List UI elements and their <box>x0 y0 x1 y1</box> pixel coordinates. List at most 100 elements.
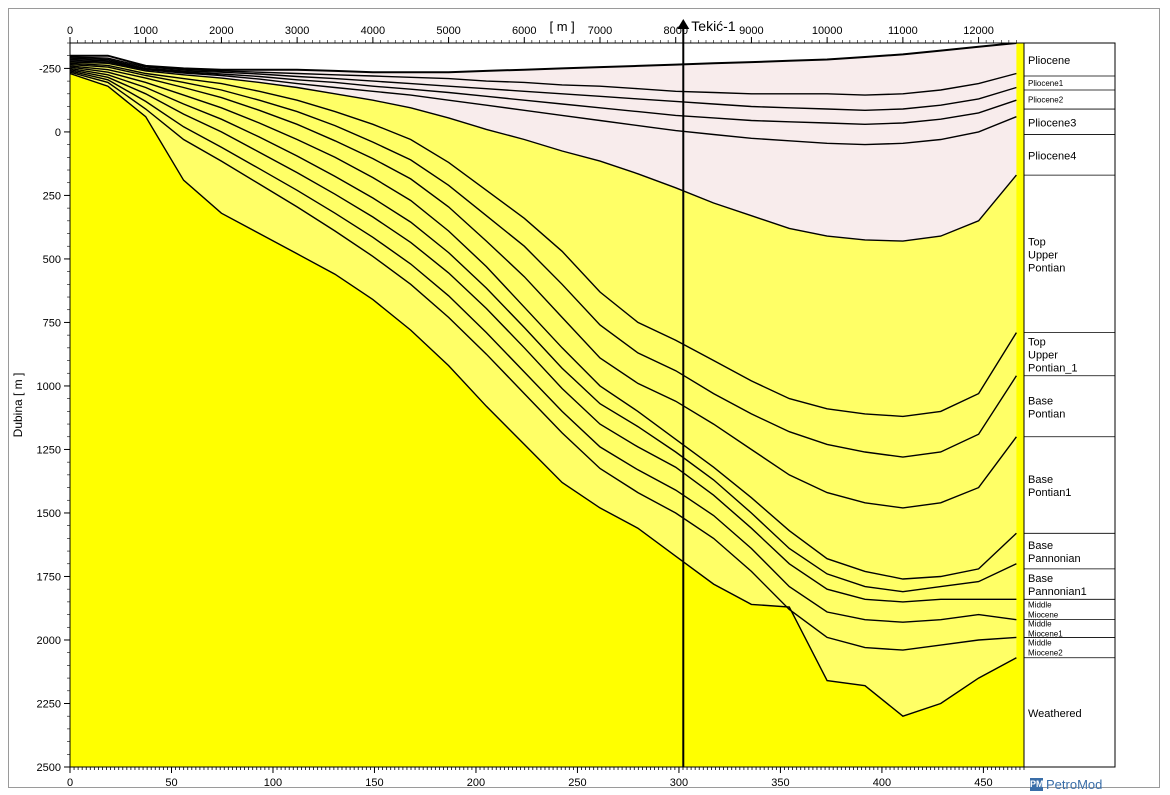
legend-label-line: Base <box>1028 540 1053 552</box>
legend-label-line: Pliocene <box>1028 55 1070 67</box>
horizon-line <box>70 61 1017 242</box>
air-fill <box>70 43 1024 73</box>
legend-label-line: Middle <box>1028 639 1052 648</box>
legend-label-line: Pannonian <box>1028 553 1081 565</box>
legend-label: Pliocene3 <box>1028 117 1076 129</box>
legend-label-line: Pontian1 <box>1028 487 1071 499</box>
y-tick-label: -250 <box>39 63 61 75</box>
bottom-tick-label: 200 <box>467 777 485 789</box>
legend-label-line: Pontian_1 <box>1028 363 1078 375</box>
horizon-line <box>70 57 1017 112</box>
legend-label-line: Weathered <box>1028 708 1082 720</box>
y-tick-label: 750 <box>43 317 61 329</box>
top-tick-label: 3000 <box>285 25 309 37</box>
horizon-line <box>70 67 1017 593</box>
horizon-line <box>70 72 1017 717</box>
legend-label-line: Pliocene2 <box>1028 96 1064 105</box>
bottom-tick-label: 250 <box>568 777 586 789</box>
x-axis-label: [ m ] <box>550 19 575 34</box>
y-tick-label: 2250 <box>37 698 61 710</box>
horizon-line <box>70 66 1017 580</box>
pliocene-fill <box>70 43 1017 242</box>
horizon-line <box>70 69 1017 603</box>
layer-fills <box>70 43 1024 767</box>
y-axis-label: Dubina [ m ] <box>11 373 25 438</box>
top-tick-label: 2000 <box>209 25 233 37</box>
legend-label-line: Top <box>1028 337 1046 349</box>
bottom-tick-label: 100 <box>264 777 282 789</box>
legend-label-line: Miocene2 <box>1028 649 1063 658</box>
legend-label: Base Pontian1 <box>1028 474 1071 499</box>
legend-label-line: Base <box>1028 573 1053 585</box>
y-tick-label: 0 <box>55 127 61 139</box>
legend-label: Top Upper Pontian <box>1028 236 1065 274</box>
top-tick-label: 8000 <box>663 25 687 37</box>
legend-label: Weathered <box>1028 708 1082 720</box>
legend-label-line: Middle <box>1028 620 1052 629</box>
legend-label-line: Pliocene3 <box>1028 117 1076 129</box>
top-tick-label: 4000 <box>361 25 385 37</box>
well-arrow-icon <box>677 19 690 29</box>
legend-label-line: Upper <box>1028 350 1058 362</box>
horizon-legend: Pliocene Pliocene1 Pliocene2 Pliocene3 Plioc… <box>1023 42 1116 768</box>
horizon-line <box>70 60 1017 146</box>
horizon-line <box>70 70 1017 623</box>
legend-label: Top Upper Pontian_1 <box>1028 337 1078 375</box>
horizon-lines <box>70 43 1017 717</box>
well-label: Tekić-1 <box>691 18 736 34</box>
petromod-logo: PM PetroMod <box>1030 776 1102 792</box>
legend-box <box>1023 42 1116 768</box>
legend-label: Pliocene1 <box>1028 79 1064 88</box>
bottom-tick-label: 0 <box>67 777 73 789</box>
bottom-tick-label: 350 <box>771 777 789 789</box>
legend-label: Base Pannonian <box>1028 540 1081 565</box>
bottom-tick-label: 400 <box>873 777 891 789</box>
legend-label-line: Pannonian1 <box>1028 586 1087 598</box>
legend-label: Pliocene2 <box>1028 96 1064 105</box>
legend-label-line: Miocene <box>1028 610 1059 619</box>
top-tick-label: 9000 <box>739 25 763 37</box>
legend-label-line: Pliocene4 <box>1028 150 1076 162</box>
horizon-line <box>70 58 1017 126</box>
horizon-line <box>70 56 1017 96</box>
top-tick-label: 7000 <box>588 25 612 37</box>
y-tick-label: 2000 <box>37 635 61 647</box>
legend-label: Pliocene <box>1028 55 1070 67</box>
bottom-tick-label: 50 <box>165 777 177 789</box>
bottom-tick-label: 150 <box>365 777 383 789</box>
well-marker: Tekić-1 <box>677 18 736 767</box>
legend-label-line: Top <box>1028 236 1046 248</box>
petromod-logo-icon: PM <box>1030 777 1044 791</box>
legend-label: Base Pannonian1 <box>1028 573 1087 598</box>
legend-label-line: Middle <box>1028 600 1052 609</box>
horizon-line <box>70 63 1017 458</box>
petromod-logo-text: PetroMod <box>1046 776 1103 792</box>
legend-label-line: Pliocene1 <box>1028 79 1064 88</box>
legend-label-line: Upper <box>1028 249 1058 261</box>
y-tick-label: 1500 <box>37 508 61 520</box>
bottom-tick-label: 300 <box>670 777 688 789</box>
y-tick-label: 250 <box>43 190 61 202</box>
top-tick-label: 12000 <box>963 25 994 37</box>
legend-label: Pliocene4 <box>1028 150 1076 162</box>
horizon-line <box>70 43 1017 74</box>
top-tick-label: 1000 <box>133 25 157 37</box>
legend-label-line: Base <box>1028 395 1053 407</box>
top-tick-label: 11000 <box>888 25 918 37</box>
legend-label-line: Pontian <box>1028 262 1065 274</box>
legend-label: Base Pontian <box>1028 395 1065 420</box>
legend-label: Middle Miocene2 <box>1028 639 1063 658</box>
legend-label: Middle Miocene <box>1028 600 1059 619</box>
bottom-tick-label: 450 <box>974 777 992 789</box>
legend-label-line: Base <box>1028 474 1053 486</box>
top-tick-label: 5000 <box>436 25 460 37</box>
horizon-line <box>70 65 1017 509</box>
y-tick-label: 1750 <box>37 571 61 583</box>
horizon-line <box>70 71 1017 651</box>
horizon-line <box>70 62 1017 418</box>
legend-label-line: Pontian <box>1028 408 1065 420</box>
legend-label-line: Miocene1 <box>1028 630 1063 639</box>
y-tick-label: 500 <box>43 254 61 266</box>
top-tick-label: 10000 <box>812 25 843 37</box>
